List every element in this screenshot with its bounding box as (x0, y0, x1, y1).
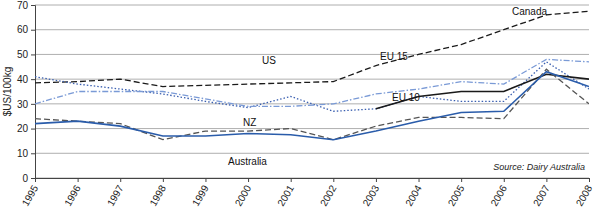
series-line (35, 62, 589, 111)
series-label: EU 10 (392, 92, 420, 103)
x-tick-mark (291, 178, 292, 182)
x-tick-label: 2001 (275, 183, 296, 208)
y-tick-mark (31, 129, 35, 130)
x-tick-mark (419, 178, 420, 182)
grid-line (35, 103, 589, 104)
y-tick-mark (31, 54, 35, 55)
series-line (35, 59, 589, 106)
series-label: NZ (243, 117, 256, 128)
y-tick-mark (31, 30, 35, 31)
x-tick: 2006 (488, 178, 509, 208)
x-tick-mark (376, 178, 377, 182)
x-tick-label: 2007 (531, 183, 552, 208)
x-tick-label: 2002 (318, 183, 339, 208)
y-tick: 30 (17, 99, 35, 110)
x-tick-mark (120, 178, 121, 182)
x-tick: 2004 (403, 178, 424, 208)
y-axis: 0 10 20 30 40 50 60 70 (17, 0, 36, 184)
grid (35, 5, 589, 178)
y-tick: 0 (22, 173, 35, 184)
x-tick-mark (78, 178, 79, 182)
x-axis-line (36, 179, 590, 183)
x-tick-label: 2000 (233, 183, 254, 208)
y-axis-title: $US/100kg (2, 67, 13, 116)
x-tick: 1996 (62, 178, 83, 208)
y-tick-label: 70 (17, 0, 29, 11)
x-tick-mark (248, 178, 249, 182)
x-axis: 1995 1996 1997 1998 1999 2000 2001 2002 2003 2004… (20, 178, 595, 208)
lines (35, 11, 589, 140)
plot: 0 10 20 30 40 50 60 70 1995 1996 1997 1998 1999 2000 2… (17, 0, 595, 208)
x-tick-label: 2006 (488, 183, 509, 208)
y-tick-label: 0 (22, 173, 28, 184)
x-tick: 2008 (574, 178, 595, 208)
x-tick: 1997 (105, 178, 126, 208)
series-line (35, 11, 589, 86)
chart: 0 10 20 30 40 50 60 70 1995 1996 1997 1998 1999 2000 2… (0, 0, 599, 215)
y-tick: 70 (17, 0, 35, 11)
series-label: Australia (228, 156, 267, 167)
x-tick: 2000 (233, 178, 254, 208)
x-tick-label: 2003 (361, 183, 382, 208)
y-tick-label: 20 (17, 123, 29, 134)
y-axis-line (31, 6, 36, 179)
x-tick: 2001 (275, 178, 296, 208)
x-tick: 2007 (531, 178, 552, 208)
x-tick-label: 2005 (446, 183, 467, 208)
x-tick: 1995 (20, 178, 41, 208)
grid-line (35, 128, 589, 129)
x-tick-mark (35, 178, 36, 182)
x-tick-label: 2004 (403, 183, 424, 208)
y-tick-mark (31, 79, 35, 80)
grid-line (35, 54, 589, 55)
x-tick-label: 2008 (574, 183, 595, 208)
x-tick-label: 1998 (147, 183, 168, 208)
x-tick-mark (546, 178, 547, 182)
x-tick-label: 1996 (62, 183, 83, 208)
series-label: EU 15 (380, 51, 408, 62)
y-tick-label: 50 (17, 49, 29, 60)
series-line (35, 72, 589, 140)
series-label: US (262, 55, 276, 66)
x-tick-mark (589, 178, 590, 182)
x-tick: 2003 (361, 178, 382, 208)
x-tick-mark (461, 178, 462, 182)
y-tick-label: 40 (17, 74, 29, 85)
x-tick-label: 1997 (105, 183, 126, 208)
y-tick-mark (31, 104, 35, 105)
series-line (376, 74, 589, 109)
x-tick-mark (205, 178, 206, 182)
y-tick: 40 (17, 74, 35, 85)
y-tick: 60 (17, 24, 35, 35)
x-tick-mark (163, 178, 164, 182)
x-tick: 2002 (318, 178, 339, 208)
x-tick: 1998 (147, 178, 168, 208)
x-tick-mark (504, 178, 505, 182)
y-tick-mark (31, 153, 35, 154)
x-tick-label: 1995 (20, 183, 41, 208)
x-tick-label: 1999 (190, 183, 211, 208)
y-tick: 20 (17, 123, 35, 134)
y-tick-mark (31, 5, 35, 6)
grid-line (35, 5, 589, 6)
y-tick-label: 30 (17, 99, 29, 110)
x-tick: 2005 (446, 178, 467, 208)
y-tick: 50 (17, 49, 35, 60)
x-tick: 1999 (190, 178, 211, 208)
series-line (35, 69, 589, 139)
y-tick-label: 10 (17, 148, 29, 159)
y-tick-label: 60 (17, 24, 29, 35)
series-label: Canada (512, 6, 547, 17)
y-tick-mark (31, 178, 35, 179)
y-tick: 10 (17, 148, 35, 159)
annotation: Source: Dairy Australia (493, 162, 585, 172)
x-tick-mark (333, 178, 334, 182)
grid-line (35, 153, 589, 154)
